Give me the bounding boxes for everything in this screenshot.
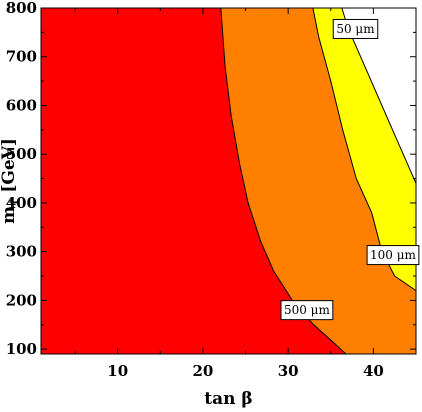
x-tick-label: 30	[278, 362, 299, 380]
x-axis-label: tan β	[204, 389, 252, 409]
contour-label-text: 500 μm	[284, 303, 331, 317]
x-tick-label: 20	[192, 362, 213, 380]
plot-frame	[40, 7, 417, 355]
y-tick-label: 800	[6, 0, 37, 17]
y-tick-label: 700	[6, 48, 37, 66]
y-axis-label-main: m	[0, 206, 19, 224]
x-tick-label: 40	[363, 362, 384, 380]
contour-label-2: 100 μm	[366, 245, 420, 266]
contour-label-text: 100 μm	[370, 248, 417, 262]
y-tick-label: 200	[6, 291, 37, 309]
contour-line-2	[312, 7, 417, 292]
regions-layer	[41, 8, 416, 354]
y-tick-label: 400	[6, 194, 37, 212]
y-axis-label-subscript: τ̃	[8, 199, 21, 206]
y-tick-label: 100	[6, 340, 37, 358]
contour-label-3: 50 μm	[332, 18, 379, 39]
contour-label-box	[332, 18, 379, 39]
y-axis-label: mτ̃ [GeV]	[0, 138, 21, 224]
region-red	[41, 8, 347, 354]
y-tick-label: 600	[6, 96, 37, 114]
y-tick-label: 300	[6, 243, 37, 261]
y-tick-label: 500	[6, 145, 37, 163]
x-tick-label: 10	[107, 362, 128, 380]
contour-label-box	[280, 300, 334, 321]
contour-label-1: 500 μm	[280, 300, 334, 321]
contour-labels-layer: 500 μm 100 μm 50 μm	[280, 18, 420, 321]
y-axis-label-unit-text: [GeV]	[0, 138, 19, 193]
ticks-layer: 10 20 30 40 100 200 300 400 500 600 700 800	[6, 0, 416, 380]
contour-label-text: 50 μm	[336, 22, 375, 36]
contour-label-box	[366, 245, 420, 266]
